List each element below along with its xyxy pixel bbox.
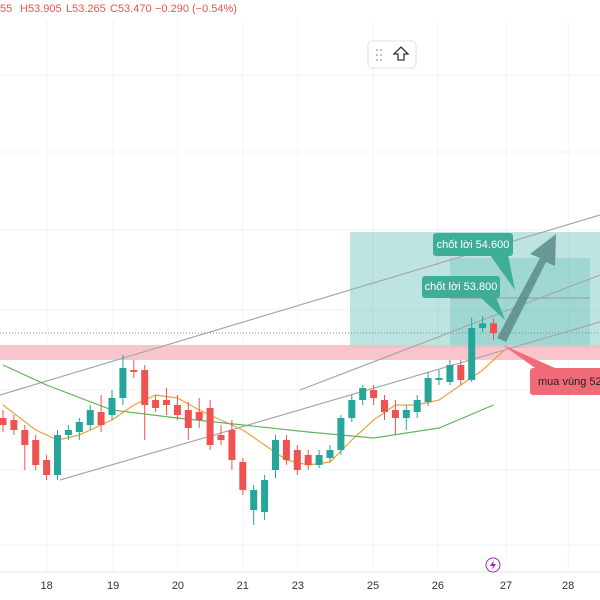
header-close: C53.470 xyxy=(110,3,152,15)
candle-body xyxy=(206,408,214,445)
candle-body xyxy=(75,422,83,432)
x-tick-label: 26 xyxy=(432,580,444,592)
candle-body xyxy=(457,365,465,380)
candle-body xyxy=(239,462,247,490)
candle-body xyxy=(381,400,389,412)
header-high: H53.905 xyxy=(20,3,62,15)
toolbar[interactable] xyxy=(367,40,417,69)
candle-body xyxy=(152,400,160,408)
candle-body xyxy=(163,400,171,405)
buy-zone xyxy=(0,345,600,360)
candle-body xyxy=(468,328,476,380)
candle-body xyxy=(348,400,356,418)
candle-body xyxy=(217,435,225,440)
callout-1: chốt lời 54.600 xyxy=(433,233,515,290)
candle-body xyxy=(173,405,181,415)
moving-average xyxy=(2,364,494,439)
header-change: −0.290 (−0.54%) xyxy=(155,3,237,15)
candle-body xyxy=(86,410,94,425)
moving-average xyxy=(2,349,505,466)
annotation: chốt lời 53.800 xyxy=(425,281,498,293)
candle-body xyxy=(130,370,138,372)
x-tick-label: 28 xyxy=(562,580,574,592)
header-low: L53.265 xyxy=(66,3,106,15)
candle-body xyxy=(32,440,40,465)
candle-body xyxy=(359,388,367,400)
candle-body xyxy=(261,480,269,512)
callout-3: mua vùng 52.85 xyxy=(503,345,600,395)
x-tick-label: 18 xyxy=(40,580,52,592)
candle-body xyxy=(282,440,290,460)
candle-body xyxy=(21,430,29,445)
candle-body xyxy=(424,378,432,402)
x-tick-label: 23 xyxy=(292,580,304,592)
candle-body xyxy=(272,440,280,470)
x-tick-label: 25 xyxy=(367,580,379,592)
candle-body xyxy=(370,390,378,398)
candle-body xyxy=(141,370,149,405)
candle-body xyxy=(435,378,443,380)
callout-2: chốt lời 53.800 xyxy=(422,276,505,320)
candle-body xyxy=(326,450,334,458)
header-open: 55 xyxy=(0,3,12,15)
candle-body xyxy=(337,418,345,450)
candle-body xyxy=(315,455,323,465)
candle-body xyxy=(108,398,116,415)
x-tick-label: 19 xyxy=(107,580,119,592)
event-icon[interactable] xyxy=(485,557,501,573)
candle-body xyxy=(10,420,18,430)
x-tick-label: 20 xyxy=(172,580,184,592)
candle-body xyxy=(413,400,421,412)
candle-body xyxy=(402,410,410,418)
candle-body xyxy=(119,368,127,398)
candle-body xyxy=(391,410,399,418)
candle-body xyxy=(43,460,51,475)
candle-body xyxy=(490,323,498,333)
candle-body xyxy=(293,450,301,470)
x-tick-label: 27 xyxy=(500,580,512,592)
candle-body xyxy=(446,365,454,382)
candle-body xyxy=(184,410,192,428)
candle-body xyxy=(479,323,487,328)
candle-body xyxy=(228,430,236,460)
x-tick-label: 21 xyxy=(237,580,249,592)
candle-body xyxy=(97,412,105,425)
annotation: mua vùng 52.85 xyxy=(538,376,600,388)
candle-body xyxy=(304,455,312,465)
candle-body xyxy=(64,430,72,435)
annotation: chốt lời 54.600 xyxy=(437,239,510,251)
candle-body xyxy=(250,490,258,510)
forecast-arrow xyxy=(497,234,556,342)
candle-body xyxy=(0,418,7,425)
candle-body xyxy=(53,435,61,475)
candle-body xyxy=(195,412,203,420)
